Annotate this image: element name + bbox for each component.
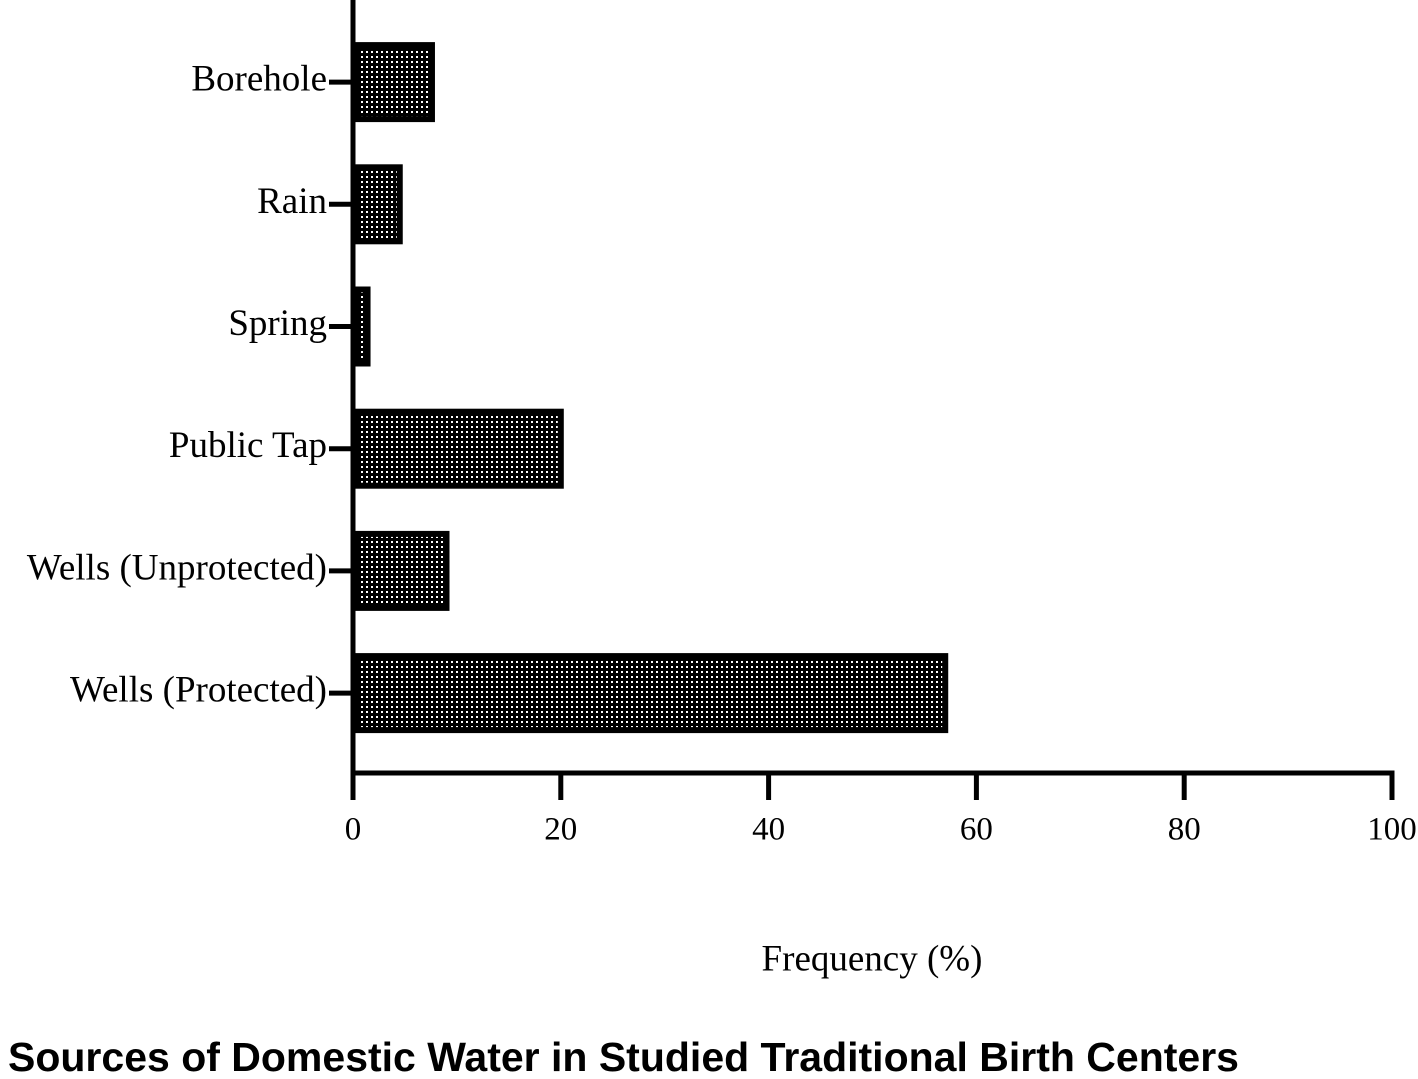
y-tick-label: Public Tap: [169, 425, 327, 466]
x-tick-label: 60: [960, 812, 993, 848]
bar: [353, 653, 949, 734]
y-tick-label: Wells (Protected): [70, 670, 327, 711]
x-tick-label: 20: [544, 812, 577, 848]
y-tick-label: Wells (Unprotected): [27, 547, 327, 588]
bar: [353, 286, 371, 367]
x-tick-label: 100: [1367, 812, 1417, 848]
y-tick-label: Spring: [228, 303, 327, 344]
y-tick-label: Borehole: [191, 59, 327, 100]
y-tick-label: Rain: [257, 181, 327, 222]
bar: [353, 408, 564, 489]
chart-title: Sources of Domestic Water in Studied Tra…: [8, 1034, 1239, 1079]
x-tick-label: 80: [1168, 812, 1201, 848]
x-axis-label: Frequency (%): [762, 938, 983, 979]
x-tick-label: 40: [752, 812, 785, 848]
x-tick-label: 0: [345, 812, 362, 848]
bar: [353, 42, 435, 123]
bar: [353, 530, 450, 611]
bar: [353, 164, 403, 245]
